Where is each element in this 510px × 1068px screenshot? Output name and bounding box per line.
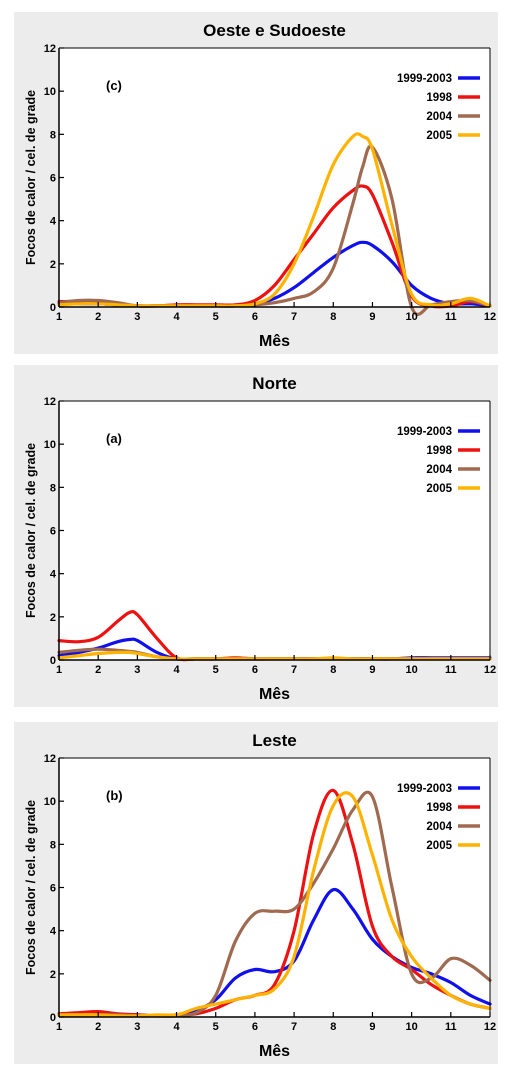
y-tick-label: 2 bbox=[50, 259, 56, 271]
chart-svg-norte: Norte Focos de calor / cel. de grade Mês (a… bbox=[24, 374, 496, 703]
x-tick-label: 6 bbox=[252, 311, 258, 323]
x-tick-label: 2 bbox=[95, 311, 101, 323]
x-tick-label: 8 bbox=[330, 311, 336, 323]
y-tick-label: 4 bbox=[50, 926, 57, 938]
legend-label-2004: 2004 bbox=[426, 464, 452, 476]
legend-label-2005: 2005 bbox=[426, 840, 452, 852]
x-tick-label: 10 bbox=[406, 311, 418, 323]
x-tick-label: 2 bbox=[95, 1021, 101, 1033]
x-tick-label: 4 bbox=[173, 1021, 180, 1033]
x-tick-label: 12 bbox=[484, 1021, 496, 1033]
panel-letter: (a) bbox=[106, 431, 122, 446]
chart-panel-leste: Leste Focos de calor / cel. de grade Mês (b… bbox=[14, 722, 498, 1064]
y-tick-label: 2 bbox=[50, 612, 56, 624]
x-tick-label: 6 bbox=[252, 664, 258, 676]
y-tick-label: 10 bbox=[44, 86, 56, 98]
chart-panel-norte: Norte Focos de calor / cel. de grade Mês (a… bbox=[14, 365, 498, 707]
legend-label-1998: 1998 bbox=[426, 92, 452, 104]
legend-label-2005: 2005 bbox=[426, 130, 452, 142]
chart-svg-oeste-sudoeste: Oeste e Sudoeste Focos de calor / cel. de… bbox=[24, 21, 496, 350]
legend-label-1999-2003: 1999-2003 bbox=[397, 73, 452, 85]
chart-svg-leste: Leste Focos de calor / cel. de grade Mês (b… bbox=[24, 731, 496, 1060]
y-tick-label: 8 bbox=[50, 839, 56, 851]
y-tick-label: 6 bbox=[50, 173, 56, 185]
x-tick-label: 1 bbox=[56, 311, 62, 323]
y-tick-label: 8 bbox=[50, 129, 56, 141]
plot-area bbox=[59, 48, 490, 307]
chart-panel-oeste-sudoeste: Oeste e Sudoeste Focos de calor / cel. de… bbox=[14, 12, 498, 354]
legend-label-1999-2003: 1999-2003 bbox=[397, 783, 452, 795]
y-tick-label: 12 bbox=[44, 43, 56, 55]
y-tick-label: 10 bbox=[44, 796, 56, 808]
y-axis-label: Focos de calor / cel. de grade bbox=[24, 90, 38, 265]
y-tick-label: 6 bbox=[50, 526, 56, 538]
x-tick-label: 3 bbox=[134, 664, 140, 676]
x-tick-label: 12 bbox=[484, 664, 496, 676]
legend-label-1998: 1998 bbox=[426, 445, 452, 457]
y-tick-label: 10 bbox=[44, 439, 56, 451]
y-tick-label: 4 bbox=[50, 569, 57, 581]
x-tick-label: 5 bbox=[213, 1021, 219, 1033]
y-tick-label: 8 bbox=[50, 482, 56, 494]
y-tick-label: 0 bbox=[50, 655, 56, 667]
x-tick-label: 9 bbox=[369, 311, 375, 323]
x-tick-label: 10 bbox=[406, 664, 418, 676]
x-tick-label: 10 bbox=[406, 1021, 418, 1033]
y-axis-label: Focos de calor / cel. de grade bbox=[24, 443, 38, 618]
series-line-2005 bbox=[57, 132, 492, 308]
panel-letter: (b) bbox=[106, 788, 123, 803]
x-tick-label: 9 bbox=[369, 664, 375, 676]
x-tick-label: 4 bbox=[173, 311, 180, 323]
x-tick-label: 11 bbox=[445, 1021, 457, 1033]
plot-area bbox=[59, 758, 490, 1017]
chart-title: Oeste e Sudoeste bbox=[203, 21, 346, 40]
y-tick-label: 0 bbox=[50, 1012, 56, 1024]
x-tick-label: 9 bbox=[369, 1021, 375, 1033]
x-axis-label: Mês bbox=[259, 1043, 290, 1060]
x-tick-label: 1 bbox=[56, 1021, 62, 1033]
x-axis-label: Mês bbox=[259, 333, 290, 350]
y-tick-label: 4 bbox=[50, 216, 57, 228]
x-tick-label: 1 bbox=[56, 664, 62, 676]
x-tick-label: 5 bbox=[213, 664, 219, 676]
legend-label-2004: 2004 bbox=[426, 821, 452, 833]
legend-label-1998: 1998 bbox=[426, 802, 452, 814]
x-tick-label: 2 bbox=[95, 664, 101, 676]
series-line-2005 bbox=[57, 791, 492, 1018]
x-tick-label: 7 bbox=[291, 311, 297, 323]
x-tick-label: 6 bbox=[252, 1021, 258, 1033]
legend-label-2004: 2004 bbox=[426, 111, 452, 123]
chart-title: Norte bbox=[252, 374, 296, 393]
x-axis-label: Mês bbox=[259, 686, 290, 703]
legend-label-1999-2003: 1999-2003 bbox=[397, 426, 452, 438]
legend-label-2005: 2005 bbox=[426, 483, 452, 495]
y-tick-label: 12 bbox=[44, 396, 56, 408]
x-tick-label: 3 bbox=[134, 311, 140, 323]
x-tick-label: 8 bbox=[330, 1021, 336, 1033]
x-tick-label: 5 bbox=[213, 311, 219, 323]
x-tick-label: 12 bbox=[484, 311, 496, 323]
series-line-2005 bbox=[57, 650, 492, 661]
x-tick-label: 11 bbox=[445, 664, 457, 676]
y-axis-label: Focos de calor / cel. de grade bbox=[24, 800, 38, 975]
chart-title: Leste bbox=[252, 731, 296, 750]
x-tick-label: 4 bbox=[173, 664, 180, 676]
x-tick-label: 3 bbox=[134, 1021, 140, 1033]
plot-area bbox=[59, 401, 490, 660]
x-tick-label: 7 bbox=[291, 1021, 297, 1033]
x-tick-label: 7 bbox=[291, 664, 297, 676]
y-tick-label: 12 bbox=[44, 753, 56, 765]
y-tick-label: 2 bbox=[50, 969, 56, 981]
y-tick-label: 6 bbox=[50, 883, 56, 895]
panel-letter: (c) bbox=[106, 78, 122, 93]
y-tick-label: 0 bbox=[50, 302, 56, 314]
x-tick-label: 11 bbox=[445, 311, 457, 323]
x-tick-label: 8 bbox=[330, 664, 336, 676]
